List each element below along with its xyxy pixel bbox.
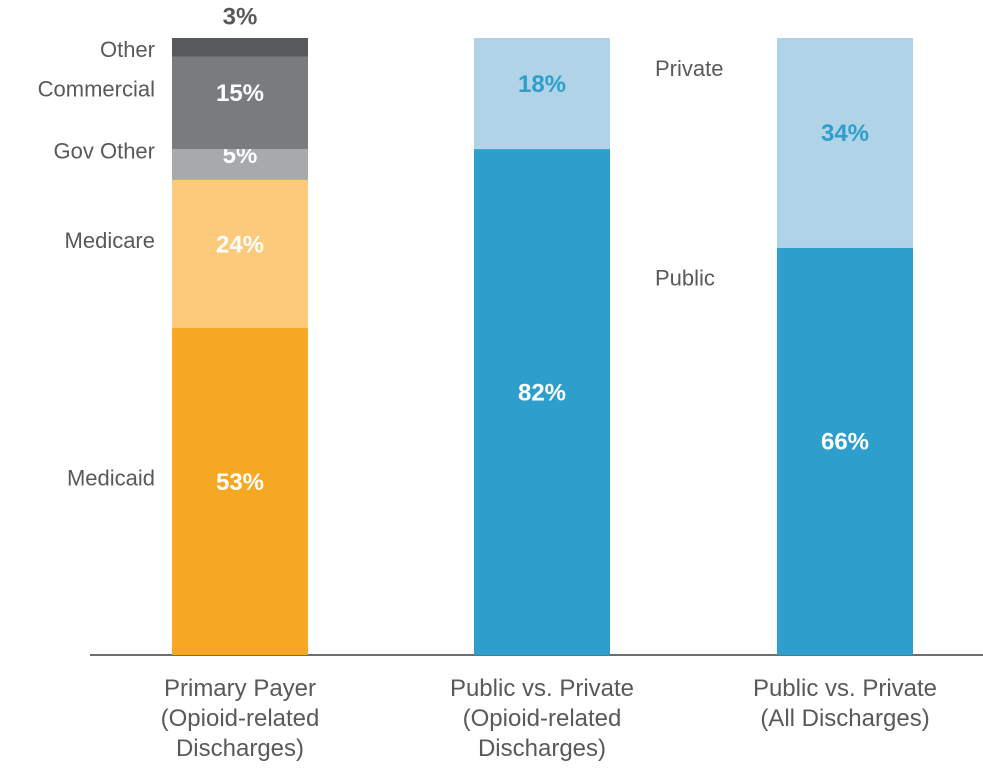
bar-segment	[474, 149, 610, 655]
category-label: Public vs. Private (All Discharges)	[752, 675, 938, 732]
bar-segment	[172, 38, 308, 57]
series-label: Commercial	[38, 77, 155, 102]
series-label: Public	[655, 266, 715, 291]
series-label: Medicare	[65, 228, 155, 253]
series-label: Other	[100, 37, 155, 62]
category-label: Primary Payer (Opioid-related Discharges…	[160, 675, 320, 762]
value-label: 3%	[223, 3, 258, 30]
value-label: 24%	[216, 231, 264, 258]
value-label: 82%	[518, 379, 566, 406]
series-label: Private	[655, 56, 723, 81]
bar-segment	[777, 38, 913, 248]
value-label: 66%	[821, 429, 869, 456]
bar-segment	[172, 179, 308, 328]
bar-segment	[172, 149, 308, 180]
value-label: 15%	[216, 80, 264, 107]
category-label: Public vs. Private (Opioid-related Disch…	[449, 675, 635, 762]
value-label: 53%	[216, 469, 264, 496]
series-label: Gov Other	[54, 138, 155, 163]
bar-segment	[474, 38, 610, 150]
bar-segment	[777, 247, 913, 655]
series-label: Medicaid	[67, 465, 155, 490]
value-label: 34%	[821, 120, 869, 147]
bar-segment	[172, 327, 308, 655]
value-label: 18%	[518, 71, 566, 98]
bar-segment	[172, 56, 308, 150]
